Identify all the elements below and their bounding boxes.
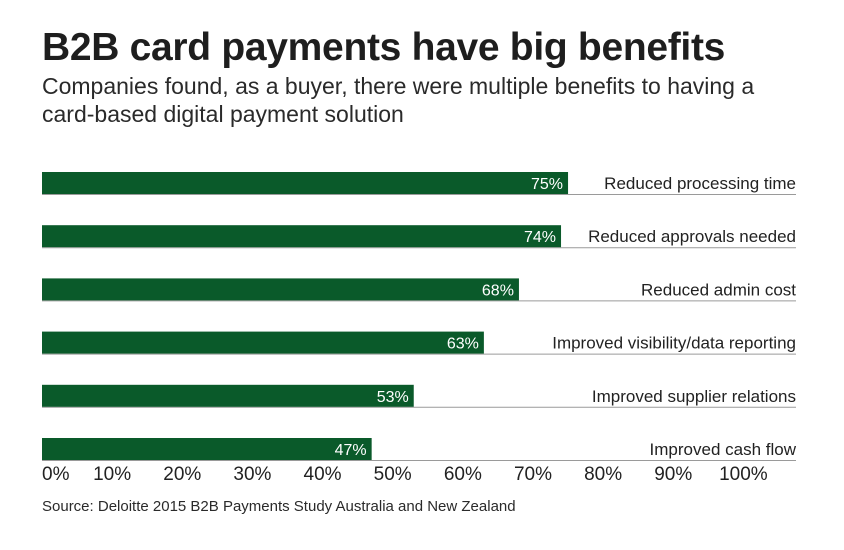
chart-subtitle: Companies found, as a buyer, there were … (42, 73, 755, 127)
x-tick-label: 50% (374, 464, 412, 485)
category-label: Reduced admin cost (641, 280, 796, 299)
x-tick-label: 60% (444, 464, 482, 485)
x-tick-label: 100% (719, 464, 768, 485)
x-tick-label: 0% (42, 464, 70, 485)
bar-value-label: 68% (482, 282, 514, 299)
bar-value-label: 47% (335, 442, 367, 459)
x-tick-label: 40% (304, 464, 342, 485)
x-tick-label: 80% (584, 464, 622, 485)
x-tick-label: 70% (514, 464, 552, 485)
bar-value-label: 75% (531, 176, 563, 193)
category-label: Improved supplier relations (592, 387, 796, 406)
category-label: Reduced approvals needed (588, 227, 796, 246)
bar-value-label: 53% (377, 389, 409, 406)
x-tick-label: 20% (163, 464, 201, 485)
source-note: Source: Deloitte 2015 B2B Payments Study… (42, 498, 516, 515)
bar (42, 384, 414, 407)
x-tick-label: 10% (93, 464, 131, 485)
bar (42, 172, 569, 194)
bar (42, 438, 372, 460)
category-label: Improved cash flow (650, 440, 797, 459)
chart-title: B2B card payments have big benefits (42, 26, 726, 69)
category-label: Improved visibility/data reporting (552, 334, 796, 353)
category-label: Reduced processing time (604, 174, 796, 193)
bar-value-label: 63% (447, 336, 479, 353)
bar (42, 278, 519, 301)
bar (42, 331, 484, 354)
bar-value-label: 74% (524, 229, 556, 246)
x-tick-label: 30% (233, 464, 271, 485)
bar (42, 225, 562, 248)
x-tick-label: 90% (654, 464, 692, 485)
